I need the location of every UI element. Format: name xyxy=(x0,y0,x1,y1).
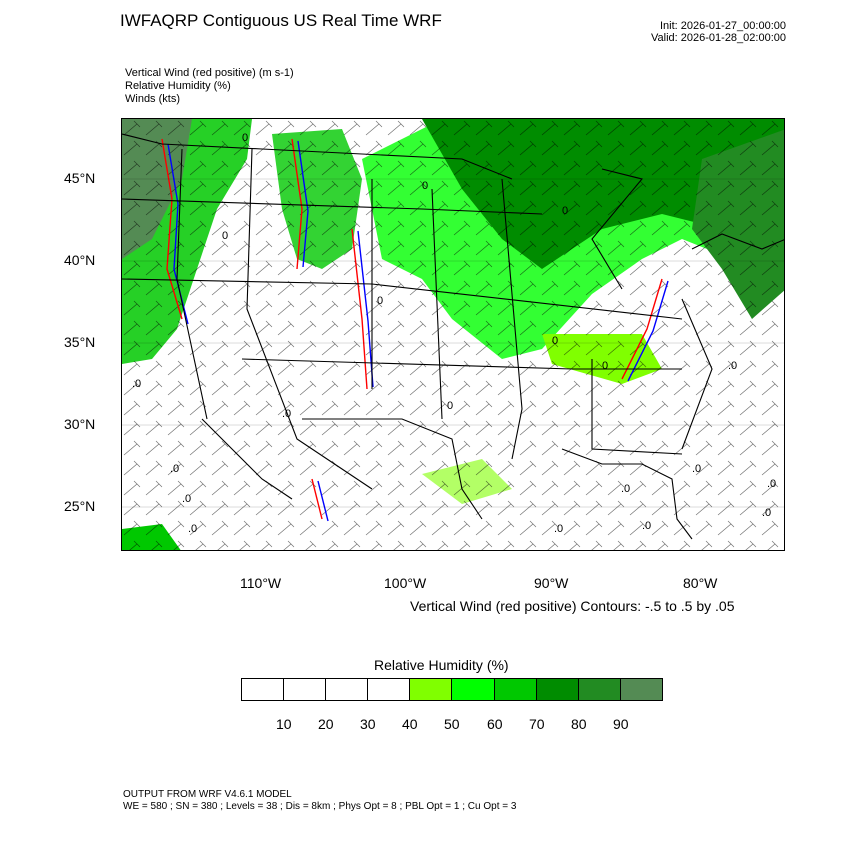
graticule xyxy=(122,178,784,508)
wind-marker: .0 xyxy=(132,378,141,390)
lat-label-25n: 25°N xyxy=(64,498,96,514)
colorbar-label: 90 xyxy=(613,716,629,732)
plot-title: IWFAQRP Contiguous US Real Time WRF xyxy=(120,11,442,30)
wind-marker: .0 xyxy=(182,493,191,505)
field-label-relative-humidity: Relative Humidity (%) xyxy=(125,80,231,92)
wind-marker: .0 xyxy=(188,523,197,535)
lat-label-40n: 40°N xyxy=(64,252,96,268)
wind-speed-markers: 0 0 0 0 0 0 0 0 .0 .0 .0 .0 .0 .0 .0 .0 … xyxy=(132,132,776,535)
colorbar-swatch xyxy=(578,679,621,700)
lon-label-110w: 110°W xyxy=(240,575,282,591)
wind-marker: 0 xyxy=(447,400,453,412)
wind-marker: 0 xyxy=(222,230,228,242)
lon-label-80w: 80°W xyxy=(683,575,718,591)
wind-marker: 0 xyxy=(602,360,608,372)
colorbar-label: 70 xyxy=(529,716,545,732)
lat-label-35n: 35°N xyxy=(64,334,96,350)
vertical-wind-contours xyxy=(161,138,669,522)
colorbar-swatch xyxy=(410,679,453,700)
footer-model-line: OUTPUT FROM WRF V4.6.1 MODEL xyxy=(123,789,292,800)
field-label-vertical-wind: Vertical Wind (red positive) (m s-1) xyxy=(125,67,294,79)
wind-marker: .0 xyxy=(282,408,291,420)
colorbar xyxy=(241,678,663,701)
colorbar-swatch xyxy=(536,679,579,700)
field-label-winds: Winds (kts) xyxy=(125,93,180,105)
colorbar-swatch xyxy=(326,679,369,700)
wind-marker: 0 xyxy=(552,335,558,347)
colorbar-swatch xyxy=(242,679,285,700)
colorbar-swatch xyxy=(494,679,537,700)
contour-note: Vertical Wind (red positive) Contours: -… xyxy=(410,598,735,614)
colorbar-swatch xyxy=(284,679,327,700)
wind-marker: .0 xyxy=(692,463,701,475)
lon-label-100w: 100°W xyxy=(384,575,427,591)
colorbar-label: 20 xyxy=(318,716,334,732)
colorbar-swatch xyxy=(452,679,495,700)
colorbar-label: 50 xyxy=(444,716,460,732)
lat-label-30n: 30°N xyxy=(64,416,96,432)
init-time: Init: 2026-01-27_00:00:00 xyxy=(660,20,786,32)
wind-marker: 0 xyxy=(422,180,428,192)
colorbar-label: 60 xyxy=(487,716,503,732)
wind-marker: 0 xyxy=(377,295,383,307)
wind-barb-field xyxy=(122,119,784,550)
valid-time: Valid: 2026-01-28_02:00:00 xyxy=(651,32,786,44)
colorbar-label: 10 xyxy=(276,716,292,732)
lat-label-45n: 45°N xyxy=(64,170,96,186)
colorbar-label: 30 xyxy=(360,716,376,732)
colorbar-swatch xyxy=(368,679,411,700)
colorbar-title: Relative Humidity (%) xyxy=(374,657,509,673)
wind-marker: .0 xyxy=(642,520,651,532)
colorbar-label: 80 xyxy=(571,716,587,732)
footer-config-line: WE = 580 ; SN = 380 ; Levels = 38 ; Dis … xyxy=(123,801,517,812)
wind-marker: 0 xyxy=(562,205,568,217)
lon-label-90w: 90°W xyxy=(534,575,569,591)
map-canvas: 0 0 0 0 0 0 0 0 .0 .0 .0 .0 .0 .0 .0 .0 … xyxy=(122,119,784,550)
wind-marker: 0 xyxy=(242,132,248,144)
colorbar-label: 40 xyxy=(402,716,418,732)
wind-marker: .0 xyxy=(762,507,771,519)
map-panel: 0 0 0 0 0 0 0 0 .0 .0 .0 .0 .0 .0 .0 .0 … xyxy=(121,118,785,551)
political-boundaries xyxy=(122,133,784,540)
wind-marker: .0 xyxy=(554,523,563,535)
wind-marker: .0 xyxy=(170,463,179,475)
colorbar-swatch xyxy=(620,679,662,700)
wind-marker: .0 xyxy=(767,478,776,490)
wind-marker: .0 xyxy=(621,483,630,495)
wind-marker: .0 xyxy=(728,360,737,372)
